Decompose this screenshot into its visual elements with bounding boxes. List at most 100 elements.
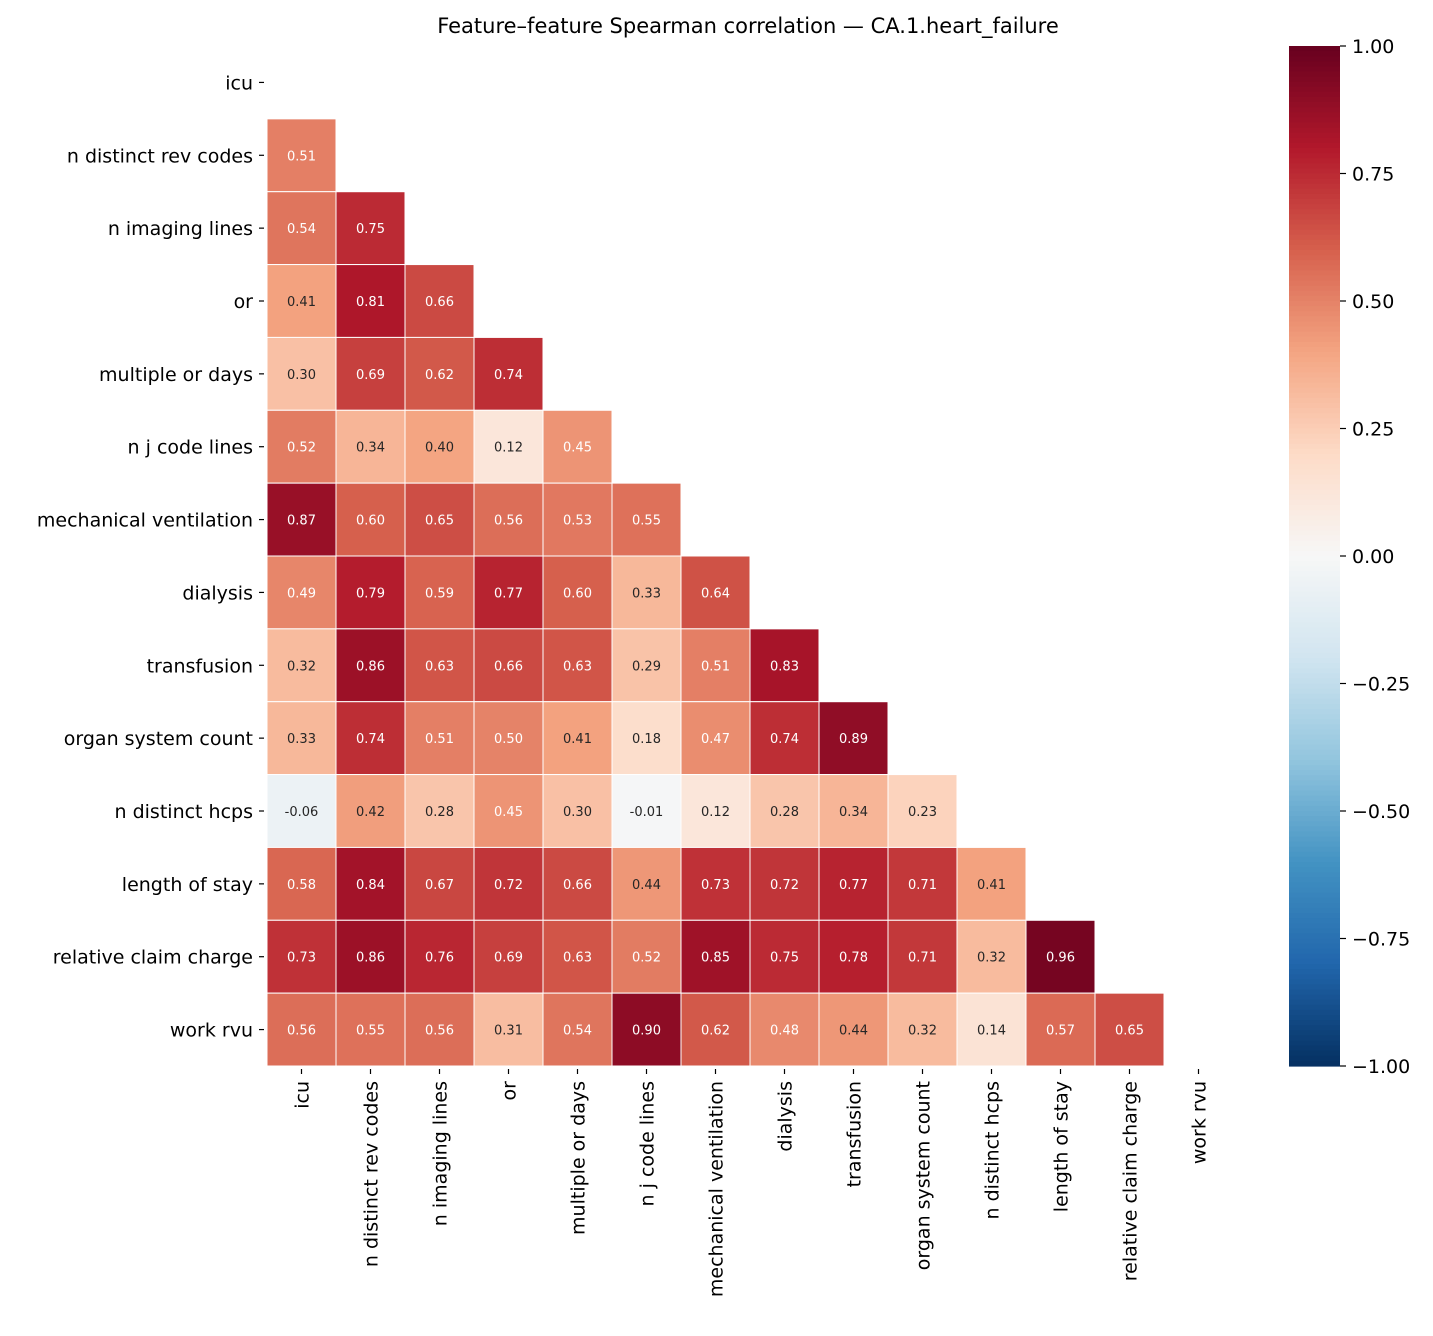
- heatmap-cell: [473, 555, 544, 630]
- x-tick-label: relative claim charge: [1120, 1081, 1142, 1281]
- colorbar-segment: [1289, 545, 1340, 552]
- colorbar-segment: [1289, 770, 1340, 776]
- heatmap-cell: [266, 482, 337, 557]
- colorbar-segment: [1289, 591, 1340, 598]
- heatmap-cell: [266, 701, 337, 776]
- heatmap-cell: [749, 992, 820, 1067]
- colorbar-segment: [1289, 1040, 1340, 1047]
- colorbar-segment: [1289, 647, 1340, 654]
- cell-value-label: 0.66: [425, 295, 454, 310]
- colorbar-segment: [1289, 1045, 1340, 1052]
- colorbar-segment: [1289, 943, 1340, 950]
- heatmap-cell: [473, 336, 544, 411]
- colorbar-segment: [1289, 882, 1340, 889]
- colorbar-segment: [1289, 91, 1340, 98]
- colorbar-segment: [1289, 433, 1340, 440]
- heatmap-cell: [818, 919, 889, 994]
- heatmap-cell: [473, 992, 544, 1067]
- colorbar-segment: [1289, 311, 1340, 317]
- colorbar-segment: [1289, 479, 1340, 486]
- colorbar-segment: [1289, 494, 1340, 501]
- colorbar-segment: [1289, 1025, 1340, 1031]
- x-tick-label: dialysis: [775, 1081, 797, 1152]
- y-tick-label: n distinct hcps: [115, 801, 253, 823]
- cell-value-label: 0.79: [356, 586, 385, 601]
- cell-value-label: 0.55: [632, 514, 661, 529]
- heatmap-cell: [680, 919, 751, 994]
- colorbar-segment: [1289, 1009, 1340, 1016]
- heatmap-cell: [473, 846, 544, 921]
- colorbar-segment: [1289, 306, 1340, 312]
- colorbar-segment: [1289, 816, 1340, 822]
- colorbar-segment: [1289, 596, 1340, 603]
- y-tick-label: organ system count: [64, 728, 253, 750]
- colorbar-segment: [1289, 683, 1340, 690]
- colorbar-segment: [1289, 744, 1340, 751]
- heatmap-cell: [680, 555, 751, 630]
- cell-value-label: 0.66: [563, 878, 592, 893]
- colorbar-segment: [1289, 204, 1340, 210]
- heatmap-cell: [1094, 992, 1165, 1067]
- cell-value-label: 0.74: [494, 368, 523, 383]
- heatmap-cell: [818, 992, 889, 1067]
- cell-value-label: 0.51: [701, 659, 730, 674]
- colorbar-segment: [1289, 515, 1340, 521]
- y-tick-label: n j code lines: [128, 437, 253, 459]
- heatmap-cell: [611, 919, 682, 994]
- colorbar-segment: [1289, 448, 1340, 455]
- cell-value-label: 0.57: [1046, 1024, 1075, 1039]
- heatmap-cell: [956, 919, 1027, 994]
- colorbar-segment: [1289, 295, 1340, 302]
- colorbar-segment: [1289, 484, 1340, 491]
- heatmap-cell: [266, 628, 337, 703]
- cell-value-label: 0.48: [770, 1024, 799, 1039]
- cell-value-label: 0.73: [287, 951, 316, 966]
- heatmap-cell: [611, 774, 682, 848]
- x-tick-label: organ system count: [913, 1081, 935, 1270]
- cell-value-label: 0.86: [356, 951, 385, 966]
- colorbar-segment: [1289, 969, 1340, 975]
- heatmap-cell: [335, 482, 406, 557]
- colorbar-segment: [1289, 275, 1340, 282]
- cell-value-label: 0.78: [839, 951, 868, 966]
- cell-value-label: 0.72: [770, 878, 799, 893]
- colorbar-segment: [1289, 556, 1340, 562]
- cell-value-label: 0.12: [494, 441, 523, 456]
- heatmap-cell: [611, 992, 682, 1067]
- colorbar-segment: [1289, 658, 1340, 664]
- colorbar-segment: [1289, 724, 1340, 730]
- colorbar-segment: [1289, 984, 1340, 991]
- heatmap-cell: [1025, 919, 1096, 994]
- colorbar-segment: [1289, 540, 1340, 547]
- colorbar-segment: [1289, 601, 1340, 608]
- colorbar-segment: [1289, 71, 1340, 78]
- y-tick-label: multiple or days: [99, 364, 253, 386]
- colorbar-segment: [1289, 734, 1340, 741]
- colorbar-segment: [1289, 122, 1340, 129]
- heatmap-cell: [749, 774, 820, 848]
- heatmap-cell: [680, 992, 751, 1067]
- cell-value-label: 0.51: [425, 732, 454, 747]
- colorbar-segment: [1289, 66, 1340, 73]
- colorbar-segment: [1289, 749, 1340, 756]
- colorbar-segment: [1289, 1035, 1340, 1042]
- x-tick-label: icu: [292, 1081, 314, 1109]
- chart-title: Feature–feature Spearman correlation — C…: [437, 14, 1059, 39]
- y-tick-label: or: [234, 291, 254, 313]
- x-tick-label: transfusion: [844, 1081, 866, 1187]
- colorbar-segment: [1289, 86, 1340, 93]
- colorbar-segment: [1289, 469, 1340, 475]
- colorbar-tick-label: −1.00: [1352, 1056, 1410, 1078]
- cell-value-label: 0.30: [563, 805, 592, 820]
- cell-value-label: 0.83: [770, 659, 799, 674]
- colorbar-segment: [1289, 785, 1340, 792]
- colorbar-segment: [1289, 1050, 1340, 1057]
- colorbar-segment: [1289, 994, 1340, 1001]
- colorbar-segment: [1289, 535, 1340, 542]
- colorbar-segment: [1289, 612, 1340, 618]
- colorbar-segment: [1289, 652, 1340, 659]
- colorbar-segment: [1289, 1055, 1340, 1062]
- cell-value-label: 0.32: [908, 1024, 937, 1039]
- heatmap-cell: [818, 774, 889, 848]
- heatmap-cell: [611, 846, 682, 921]
